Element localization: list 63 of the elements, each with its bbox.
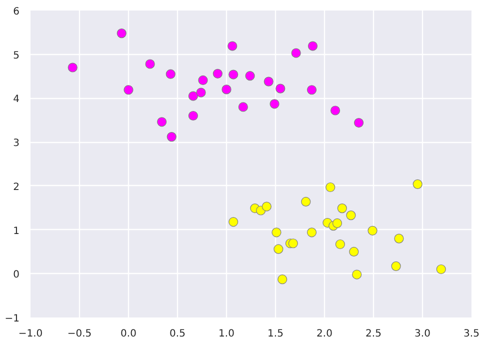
point bbox=[291, 48, 301, 58]
point bbox=[352, 270, 362, 280]
x-tick-label: −0.5 bbox=[67, 328, 92, 340]
point bbox=[308, 41, 318, 51]
y-tick-label: 6 bbox=[13, 6, 20, 18]
y-tick-label: 1 bbox=[13, 226, 20, 237]
point bbox=[349, 246, 359, 257]
point bbox=[301, 196, 311, 207]
point bbox=[145, 59, 155, 69]
point bbox=[335, 239, 345, 250]
x-tick-label: 3.5 bbox=[464, 328, 480, 340]
point bbox=[222, 84, 232, 94]
point bbox=[188, 110, 198, 121]
point bbox=[306, 228, 317, 238]
point bbox=[212, 68, 222, 78]
y-tick-label: 4 bbox=[13, 94, 20, 106]
point bbox=[228, 70, 238, 80]
point bbox=[332, 218, 342, 228]
point bbox=[272, 228, 282, 238]
point bbox=[196, 88, 206, 98]
point bbox=[354, 118, 364, 128]
point bbox=[288, 238, 298, 248]
point bbox=[188, 91, 198, 101]
point bbox=[228, 217, 238, 227]
point bbox=[276, 84, 286, 94]
x-tick-label: 2.0 bbox=[316, 328, 332, 340]
point bbox=[278, 274, 288, 284]
point bbox=[116, 28, 126, 38]
point bbox=[274, 244, 284, 254]
point bbox=[346, 210, 356, 220]
point bbox=[326, 182, 336, 192]
x-tick-label: 1.0 bbox=[218, 328, 234, 340]
y-tick-label: 2 bbox=[13, 182, 20, 193]
y-tick-label: 5 bbox=[13, 50, 20, 62]
point bbox=[337, 204, 347, 214]
y-tick-label: 3 bbox=[13, 138, 20, 150]
point bbox=[394, 234, 404, 244]
y-tick-label: 0 bbox=[13, 270, 20, 281]
point bbox=[245, 71, 255, 81]
x-tick-label: −1.0 bbox=[18, 328, 43, 340]
point bbox=[198, 75, 208, 86]
point bbox=[368, 226, 378, 236]
point bbox=[264, 76, 274, 86]
point bbox=[68, 62, 78, 72]
point bbox=[157, 117, 167, 127]
x-tick-label: 3.0 bbox=[414, 328, 430, 340]
x-tick-label: 2.5 bbox=[366, 328, 382, 340]
point bbox=[262, 202, 272, 212]
point bbox=[238, 102, 248, 112]
x-tick-label: 1.5 bbox=[268, 328, 284, 340]
point bbox=[330, 106, 340, 116]
x-tick-label: 0.0 bbox=[120, 328, 136, 340]
point bbox=[306, 85, 317, 95]
y-tick-label: −1 bbox=[4, 314, 20, 324]
point bbox=[391, 261, 401, 271]
point bbox=[270, 99, 280, 109]
point bbox=[166, 132, 176, 142]
point bbox=[436, 264, 446, 274]
point bbox=[228, 41, 238, 51]
point bbox=[166, 69, 176, 79]
x-tick-label: 0.5 bbox=[170, 328, 186, 340]
point bbox=[412, 179, 422, 189]
point bbox=[124, 85, 134, 95]
